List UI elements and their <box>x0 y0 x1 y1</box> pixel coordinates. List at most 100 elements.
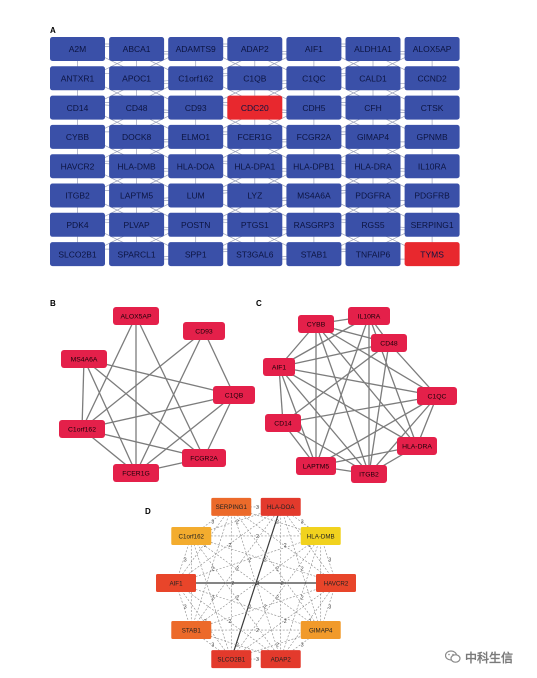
gene-node-label: TNFAIP6 <box>356 249 391 259</box>
gene-node-gimap4: GIMAP4 <box>345 124 401 149</box>
panel-d-node-slco2b1: SLCO2B1 <box>211 650 252 669</box>
gene-node-label: HLA-DOA <box>177 161 215 171</box>
panel-d-edge-weight: 2 <box>264 605 267 611</box>
panel-d-edge-weight: 2 <box>256 628 259 634</box>
gene-node-box <box>404 183 460 208</box>
panel-c-edge <box>278 366 418 447</box>
panel-c-node-label: ITGB2 <box>359 472 379 479</box>
gene-node-label: HAVCR2 <box>61 161 95 171</box>
panel-d-edge-weight: 2 <box>276 519 279 525</box>
gene-node-cfh: CFH <box>345 95 401 120</box>
gene-node-label: CYBB <box>66 132 89 142</box>
panel-d-node-label: C1orf162 <box>179 533 205 540</box>
gene-node-label: GPNMB <box>417 132 449 142</box>
panel-d-network: 3222322233222222232223223222223222232223… <box>156 497 356 669</box>
panel-d-edge-weight: 3 <box>256 581 259 587</box>
gene-node-label: ALOX5AP <box>413 44 452 54</box>
panel-b-edge <box>81 315 137 430</box>
gene-node-pdgfra: PDGFRA <box>345 183 401 208</box>
gene-node-label: FCER1G <box>238 132 272 142</box>
gene-node-box <box>286 183 342 208</box>
gene-node-box <box>345 242 401 267</box>
gene-node-lum: LUM <box>168 183 224 208</box>
panel-c-edge <box>368 395 438 475</box>
panel-c-node-cd14: CD14 <box>265 414 301 432</box>
gene-node-box <box>109 212 165 237</box>
gene-node-il10ra: IL10RA <box>404 154 460 179</box>
gene-node-elmo1: ELMO1 <box>168 124 224 149</box>
gene-node-box <box>286 124 342 149</box>
gene-node-cd93: CD93 <box>168 95 224 120</box>
panel-b-node-fcer1g: FCER1G <box>113 464 159 482</box>
gene-node-label: HLA-DMB <box>117 161 156 171</box>
panel-b-node-label: FCER1G <box>122 471 150 478</box>
panel-d-edge-weight: 3 <box>328 605 331 611</box>
gene-node-fcer1g: FCER1G <box>227 124 283 149</box>
gene-node-label: SPP1 <box>185 249 207 259</box>
gene-node-box <box>227 183 283 208</box>
panel-b-node-box <box>113 464 159 482</box>
gene-node-dock8: DOCK8 <box>109 124 165 149</box>
gene-node-box <box>168 212 224 237</box>
watermark: 中科生信 <box>445 648 513 666</box>
panel-b-network: ALOX5AP CD93 C1QB FCGR2A FCER1G C1orf162 MS4A6… <box>59 307 255 482</box>
gene-node-box <box>50 183 105 208</box>
gene-node-box <box>227 37 283 61</box>
panel-c-edge <box>278 366 284 424</box>
gene-node-box <box>286 37 342 61</box>
panel-d-edge-weight: 2 <box>204 543 207 549</box>
gene-node-box <box>168 242 224 267</box>
gene-node-box <box>168 183 224 208</box>
gene-node-label: SPARCL1 <box>118 249 156 259</box>
gene-node-label: CD14 <box>67 103 89 113</box>
gene-node-aif1: AIF1 <box>286 37 342 61</box>
gene-node-box <box>286 154 342 179</box>
gene-node-label: PLVAP <box>124 220 150 230</box>
panel-d-node-box <box>171 621 212 640</box>
panel-d-edge-weight: 2 <box>284 619 287 625</box>
panel-b-node-alox5ap: ALOX5AP <box>113 307 159 325</box>
gene-node-box <box>50 212 105 237</box>
gene-node-label: ELMO1 <box>181 132 210 142</box>
panel-d-edge-weight: 3 <box>301 643 304 649</box>
panel-c-node-label: LAPTM5 <box>303 464 330 471</box>
panel-d-node-gimap4: GIMAP4 <box>300 621 341 640</box>
gene-node-label: ST3GAL6 <box>236 249 274 259</box>
panel-d-node-box <box>260 497 301 516</box>
gene-node-box <box>404 37 460 61</box>
panel-b-edge <box>81 394 235 430</box>
panel-c-node-box <box>371 334 407 352</box>
gene-node-hla-dpa1: HLA-DPA1 <box>227 154 283 179</box>
panel-b-edge <box>203 330 235 396</box>
panel-d-edge-weight: 2 <box>248 557 251 563</box>
gene-node-cd14: CD14 <box>50 95 105 120</box>
panel-c-edge <box>278 342 390 368</box>
panel-b-letter: B <box>50 299 56 308</box>
gene-node-cdc20: CDC20 <box>227 95 283 120</box>
panel-d-node-stab1: STAB1 <box>171 621 212 640</box>
panel-c-node-c1qc: C1QC <box>417 387 457 405</box>
gene-node-box <box>50 66 105 91</box>
panel-a-network: A2M ABCA1 ADAMTS9 ADAP2 AIF1 ALDH1A1 ALOX5AP AN… <box>50 37 460 267</box>
gene-node-box <box>345 183 401 208</box>
panel-c-edge <box>315 315 370 467</box>
panel-b-node-label: FCGR2A <box>190 456 218 463</box>
gene-node-apoc1: APOC1 <box>109 66 165 91</box>
gene-node-label: GIMAP4 <box>357 132 389 142</box>
panel-d-edge-weight: 3 <box>184 557 187 563</box>
gene-node-aldh1a1: ALDH1A1 <box>345 37 401 61</box>
gene-node-box <box>168 37 224 61</box>
panel-d-edge-weight: 3 <box>256 505 259 511</box>
gene-node-gpnmb: GPNMB <box>404 124 460 149</box>
panel-c-node-box <box>417 387 457 405</box>
gene-node-box <box>286 242 342 267</box>
gene-node-label: PDGFRA <box>355 191 391 201</box>
gene-node-label: AIF1 <box>305 44 323 54</box>
gene-node-box <box>404 95 460 120</box>
gene-node-st3gal6: ST3GAL6 <box>227 242 283 267</box>
gene-node-box <box>168 124 224 149</box>
gene-node-box <box>109 242 165 267</box>
gene-node-hla-dmb: HLA-DMB <box>109 154 165 179</box>
panel-d-edge-weight: 2 <box>256 581 259 587</box>
panel-d-node-label: SERPING1 <box>216 504 248 511</box>
